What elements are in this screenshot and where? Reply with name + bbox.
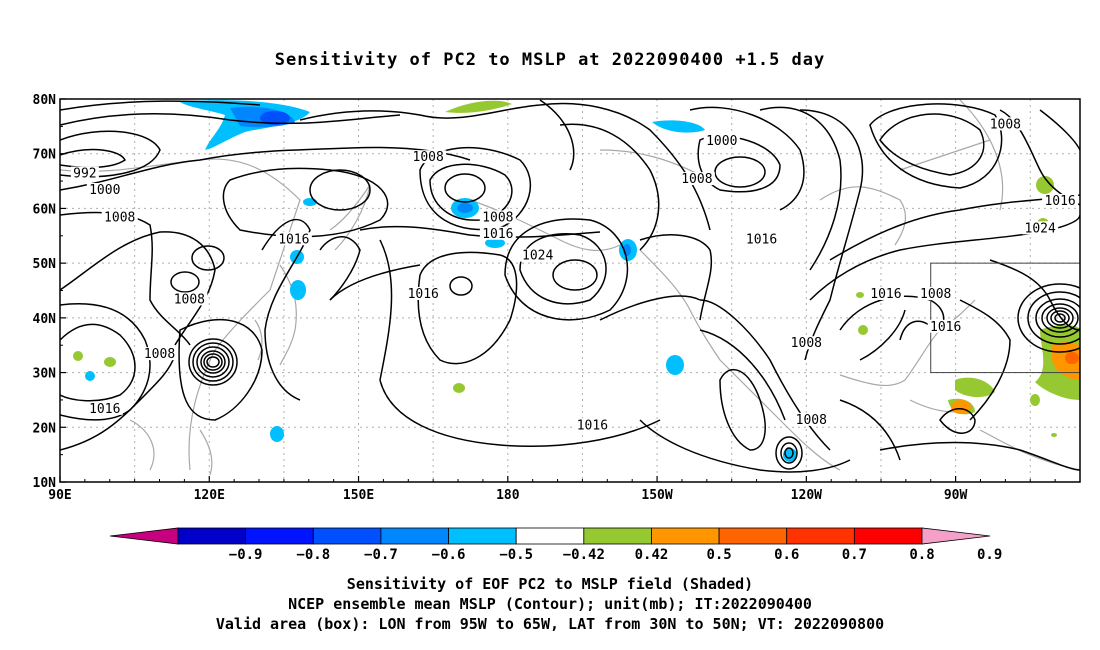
contour-label-bg [987,117,1024,131]
colorbar-box [853,527,923,545]
longitude-axis: 90E 120E 150E 180 150W 120W 90W [48,476,1056,503]
colorbar-box [583,527,652,545]
colorbar-box [245,527,314,545]
contour-label: 1016 [1044,194,1075,209]
contour-label: 992 [73,167,96,182]
contour-label-bg [867,286,904,300]
contour-label-bg [171,292,208,306]
contour-label-bg [410,150,447,164]
lat-tick-label: 60N [33,202,57,217]
colorbar-label: 0.7 [842,547,867,563]
contour-label-bg [141,347,178,361]
contour-label: 1008 [796,413,827,428]
contour-label-bg [479,210,516,224]
contour-label: 1008 [681,172,712,187]
contour-label-bg [793,412,830,426]
contour-label-bg [1022,221,1059,235]
colorbar-label: −0.8 [296,547,330,563]
contour-label-bg [574,418,611,432]
lat-tick-label: 40N [33,312,57,327]
lat-tick-label: 80N [33,93,57,108]
contour-label-bg [479,226,516,240]
contour-label: 1008 [413,150,444,165]
contour-label-bg [678,172,715,186]
contour-label: 1008 [174,292,205,307]
caption: Sensitivity of EOF PC2 to MSLP field (Sh… [0,574,1100,634]
contour-label: 1000 [89,183,120,198]
contour-label-bg [86,183,123,197]
contour-label-bg [927,319,964,333]
contour-label: 1016 [746,232,777,247]
colorbar-box [312,527,382,545]
colorbar-label: 0.42 [635,547,669,563]
lon-tick-label: 90E [48,488,71,503]
contour-label-bg [917,286,954,300]
contour-label-bg [405,286,442,300]
contour-label: 1008 [482,210,513,225]
caption-line-1: Sensitivity of EOF PC2 to MSLP field (Sh… [346,575,754,593]
page-title: Sensitivity of PC2 to MSLP at 2022090400… [274,50,826,70]
lon-tick-label: 150E [343,488,374,503]
colorbar-label: −0.9 [229,547,263,563]
contour-label: 1016 [870,287,901,302]
colorbar-label: −0.42 [563,547,605,563]
lat-tick-label: 30N [33,367,57,382]
contour-label: 1016 [278,232,309,247]
contour-label-bg [70,166,99,180]
colorbar-over-triangle [921,527,991,545]
lon-tick-label: 120W [791,488,822,503]
colorbar-box [448,527,517,545]
contour-label: 1000 [706,134,737,149]
contour-label-bg [275,232,312,246]
contour-label: 1024 [522,249,553,264]
lat-tick-label: 10N [33,476,57,491]
contour-label: 1016 [577,418,608,433]
colorbar-box [786,527,855,545]
contour-label-bg [86,401,123,415]
colorbar-label: −0.6 [432,547,466,563]
contour-label-bg [788,336,825,350]
contour-label: 1008 [920,287,951,302]
contour-label: 1008 [791,336,822,351]
lat-tick-label: 50N [33,257,57,272]
lon-tick-label: 120E [194,488,225,503]
colorbar-under-triangle [109,527,179,545]
contour-label: 1016 [89,402,120,417]
contour-label-bg [1042,193,1079,207]
colorbar-box [177,527,247,545]
contour-label-bg [743,232,780,246]
colorbar: −0.9 −0.8 −0.7 −0.6 −0.5 −0.42 0.42 0.5 0.6 0.7 0.… [109,527,1002,563]
contour-label-bg [101,210,138,224]
colorbar-label: 0.6 [774,547,799,563]
colorbar-box [380,527,449,545]
contour-label: 1024 [1025,221,1056,236]
contour-label: 1008 [990,117,1021,132]
colorbar-box [515,527,585,545]
colorbar-label: 0.9 [977,547,1002,563]
colorbar-label: −0.7 [364,547,398,563]
latitude-axis: 80N 70N 60N 50N 40N 30N 20N 10N [33,93,66,491]
contour-labels: 9921000100810081016100810081016100810161… [70,117,1079,433]
lon-tick-label: 180 [496,488,520,503]
colorbar-label: 0.5 [706,547,731,563]
contour-label-bg [519,248,556,262]
lat-tick-label: 70N [33,148,57,163]
colorbar-box [651,527,720,545]
colorbar-label: 0.8 [909,547,934,563]
caption-line-3: Valid area (box): LON from 95W to 65W, L… [215,615,885,633]
contour-label: 1016 [408,287,439,302]
contour-label: 1008 [144,347,175,362]
colorbar-box [718,527,788,545]
contour-label: 1016 [482,227,513,242]
colorbar-label: −0.5 [499,547,533,563]
contour-label-bg [703,133,740,147]
lon-tick-label: 150W [641,488,672,503]
contour-label: 1016 [930,320,961,335]
contour-label: 1008 [104,210,135,225]
lat-tick-label: 20N [33,421,57,436]
caption-line-2: NCEP ensemble mean MSLP (Contour); unit(… [288,595,812,613]
lon-tick-label: 90W [944,488,968,503]
